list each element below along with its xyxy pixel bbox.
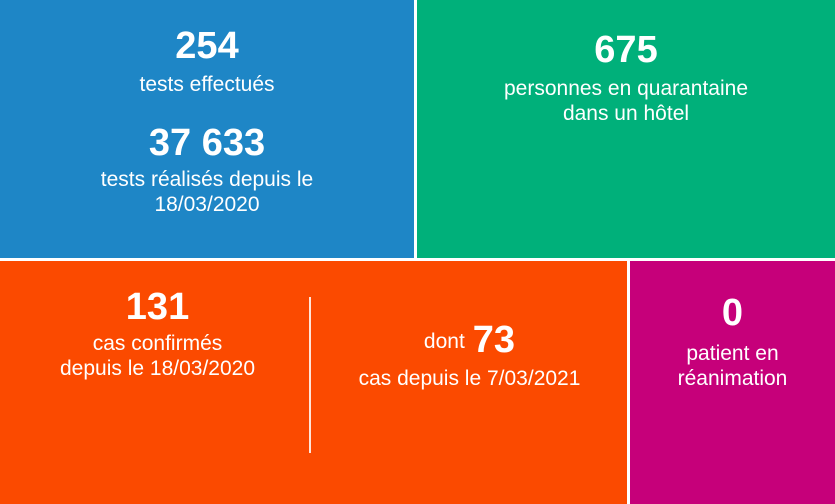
cases-tile: 131 cas confirmés depuis le 18/03/2020 d… xyxy=(0,261,627,504)
icu-label-1: patient en xyxy=(686,342,779,365)
confirmed-cases-label-2: depuis le 18/03/2020 xyxy=(60,357,255,380)
daily-tests-value: 254 xyxy=(175,25,239,67)
total-tests-value: 37 633 xyxy=(148,122,266,164)
divider xyxy=(309,297,311,453)
total-tests-label-1: tests réalisés depuis le xyxy=(100,168,314,191)
recent-cases: dont 73 cas depuis le 7/03/2021 xyxy=(312,319,627,391)
total-tests-label-2: 18/03/2020 xyxy=(154,193,260,216)
confirmed-cases-label-1: cas confirmés xyxy=(92,332,223,355)
icu-label-2: réanimation xyxy=(677,367,788,390)
daily-tests-label: tests effectués xyxy=(139,73,275,96)
quarantine-label-1: personnes en quarantaine xyxy=(503,77,749,100)
recent-cases-value: 73 xyxy=(472,319,516,361)
recent-cases-prefix: dont xyxy=(423,330,465,353)
icu-tile: 0 patient en réanimation xyxy=(630,261,835,504)
confirmed-cases-value: 131 xyxy=(125,286,190,328)
quarantine-tile: 675 personnes en quarantaine dans un hôt… xyxy=(417,0,835,258)
quarantine-label-2: dans un hôtel xyxy=(562,102,690,125)
tests-tile: 254 tests effectués 37 633 tests réalisé… xyxy=(0,0,414,258)
recent-cases-label: cas depuis le 7/03/2021 xyxy=(358,367,581,390)
quarantine-value: 675 xyxy=(594,29,658,71)
icu-value: 0 xyxy=(721,292,744,334)
confirmed-cases: 131 cas confirmés depuis le 18/03/2020 xyxy=(0,287,315,381)
